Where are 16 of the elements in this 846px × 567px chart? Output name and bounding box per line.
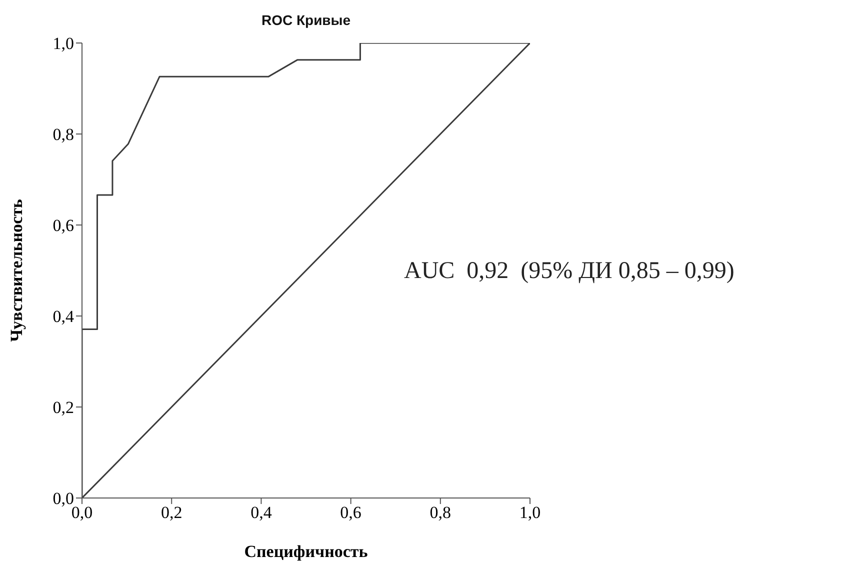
chart-title: ROC Кривые <box>260 12 352 28</box>
y-tick-label: 1,0 <box>52 34 74 54</box>
y-tick-label: 0,4 <box>52 307 74 326</box>
x-tick-label: 1,0 <box>519 503 541 522</box>
y-tick-label: 0,2 <box>52 398 74 418</box>
x-tick-label: 0,8 <box>430 503 452 522</box>
x-tick-label: 0,6 <box>340 503 362 522</box>
x-axis-title: Специфичность <box>244 542 368 561</box>
y-tick-label: 0,8 <box>52 125 74 144</box>
y-tick-label: 0,0 <box>52 489 74 508</box>
x-tick-label: 0,0 <box>71 503 93 522</box>
x-tick-label: 0,2 <box>160 503 182 522</box>
annotation: AUC 0,92 (95% ДИ 0,85 – 0,99) <box>404 258 734 285</box>
x-tick-label: 0,4 <box>250 503 272 522</box>
y-axis-title: Чувствительность <box>7 199 26 342</box>
y-tick-label: 0,6 <box>52 216 74 236</box>
